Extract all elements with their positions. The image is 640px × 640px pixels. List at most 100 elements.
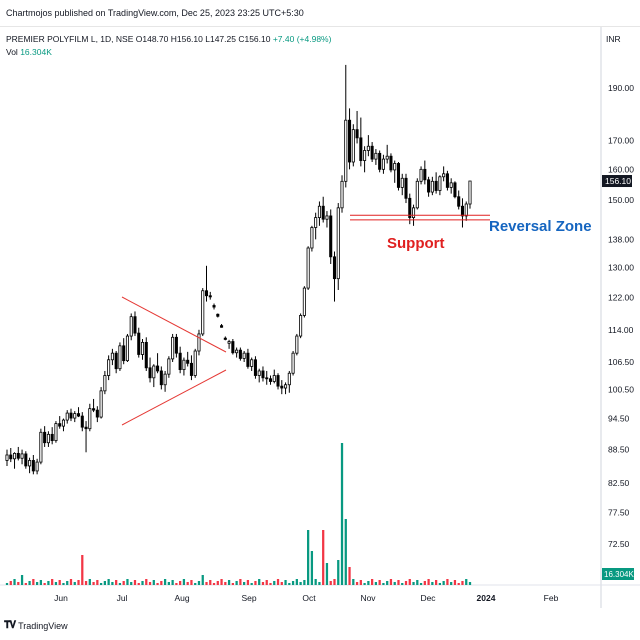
tradingview-logo-text: TradingView [18,620,68,631]
candle-up [110,352,114,361]
candle-up [438,176,442,191]
candle-down [280,385,284,389]
volume-bar [393,582,396,585]
candle-up [65,412,69,421]
price-tick-label: 77.50 [608,507,630,517]
volume-bar [73,582,76,585]
volume-bar [92,582,95,585]
candle-up [99,390,103,418]
price-tick-label: 170.00 [608,136,634,146]
volume-bar [438,583,442,585]
volume-bar [141,581,144,585]
volume-bar [66,581,69,585]
volume-bar [239,579,242,585]
volume-bar [160,581,163,585]
volume-badge [602,568,634,580]
volume-bar [220,579,223,585]
volume-bar [423,581,426,585]
candle-up [317,205,321,218]
volume-bar [363,583,366,585]
volume-bar [333,579,336,585]
candle-up [464,203,468,217]
volume-bar [416,580,419,585]
symbol-name[interactable]: PREMIER POLYFILM L, 1D, NSE [6,34,134,44]
volume-bar [179,581,182,585]
candle-up [28,460,32,467]
candle-up [227,341,231,344]
volume-value: 16.304K [20,47,52,57]
time-tick-label: Nov [360,593,376,603]
volume-bar [243,582,246,585]
volume-bar [382,583,385,585]
candle-up [344,119,348,182]
candle-up [291,352,295,374]
candle-up [381,158,385,170]
candle-up [107,359,111,376]
candle-down [31,460,35,472]
volume-bar [88,579,91,585]
volume-bar [450,582,453,585]
candle-down [396,163,401,188]
time-tick-label: Jun [54,593,68,603]
time-tick-label: Dec [420,593,436,603]
candle-down [9,454,13,460]
volume-bar [446,579,449,585]
volume-bar [5,583,9,585]
volume-bar [190,580,193,585]
candle-down [144,341,148,369]
volume-bar [13,579,16,585]
candle-up [46,433,50,444]
candle-up [103,375,107,392]
candle-down [231,341,235,354]
candle-down [348,119,352,163]
volume-bar [419,583,423,585]
volume-bar [322,530,325,585]
volume-bar [427,579,430,585]
price-tick-label: 106.50 [608,357,634,367]
volume-bar [77,580,80,585]
candle-up [295,335,299,354]
volume-bar [20,575,24,585]
volume-bar [194,583,197,585]
candle-up [235,349,239,354]
volume-bar [258,579,261,585]
candle-down [321,205,325,220]
volume-bar [374,582,378,585]
candle-down [253,359,257,376]
volume-bar [216,581,219,585]
volume-bar [107,579,110,585]
candle-down [80,415,84,428]
candle-down [460,205,465,217]
price-tick-label: 130.00 [608,263,634,273]
volume-bar [299,582,302,585]
candle-down [122,345,126,362]
volume-bar [280,582,283,585]
volume-label[interactable]: Vol [6,47,18,57]
candle-up [336,207,340,280]
candle-up [167,358,171,375]
volume-bar [355,582,359,585]
time-tick-label: 2024 [477,593,496,603]
volume-bar [348,567,351,585]
candle-down [204,290,209,297]
currency-label[interactable]: INR [606,34,621,44]
volume-bar [273,581,276,585]
candle-down [329,215,333,258]
volume-bar [99,583,103,585]
volume-bar [254,581,257,585]
candle-up [152,365,156,379]
candle-down [408,197,412,218]
volume-bar [367,581,370,585]
candle-up [393,163,397,171]
candle-down [186,359,190,364]
candle-down [189,362,193,376]
volume-bar [431,582,434,585]
candle-up [419,168,423,182]
candle-down [156,365,160,372]
candle-up [129,316,133,337]
candle-up [310,227,314,249]
candle-down [178,352,182,371]
candle-down [268,378,273,382]
candle-down [389,155,393,171]
